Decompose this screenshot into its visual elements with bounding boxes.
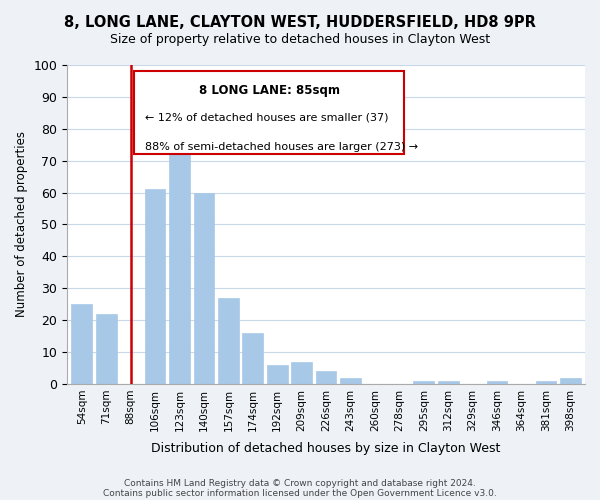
Text: 88% of semi-detached houses are larger (273) →: 88% of semi-detached houses are larger (… xyxy=(145,142,418,152)
FancyBboxPatch shape xyxy=(134,72,404,154)
Bar xyxy=(218,298,239,384)
Bar xyxy=(291,362,312,384)
Text: Contains public sector information licensed under the Open Government Licence v3: Contains public sector information licen… xyxy=(103,488,497,498)
Bar xyxy=(340,378,361,384)
Bar xyxy=(169,132,190,384)
Text: 8, LONG LANE, CLAYTON WEST, HUDDERSFIELD, HD8 9PR: 8, LONG LANE, CLAYTON WEST, HUDDERSFIELD… xyxy=(64,15,536,30)
Bar xyxy=(438,380,458,384)
Bar xyxy=(316,371,337,384)
Text: ← 12% of detached houses are smaller (37): ← 12% of detached houses are smaller (37… xyxy=(145,113,388,123)
Bar xyxy=(487,380,508,384)
Y-axis label: Number of detached properties: Number of detached properties xyxy=(15,132,28,318)
Text: Size of property relative to detached houses in Clayton West: Size of property relative to detached ho… xyxy=(110,32,490,46)
Bar xyxy=(71,304,92,384)
Text: Contains HM Land Registry data © Crown copyright and database right 2024.: Contains HM Land Registry data © Crown c… xyxy=(124,478,476,488)
Bar xyxy=(242,333,263,384)
Bar xyxy=(96,314,116,384)
Bar xyxy=(194,192,214,384)
Bar xyxy=(267,365,287,384)
Bar xyxy=(536,380,556,384)
Bar xyxy=(413,380,434,384)
Bar xyxy=(145,190,166,384)
Text: 8 LONG LANE: 85sqm: 8 LONG LANE: 85sqm xyxy=(199,84,340,97)
Bar xyxy=(560,378,581,384)
X-axis label: Distribution of detached houses by size in Clayton West: Distribution of detached houses by size … xyxy=(151,442,501,455)
